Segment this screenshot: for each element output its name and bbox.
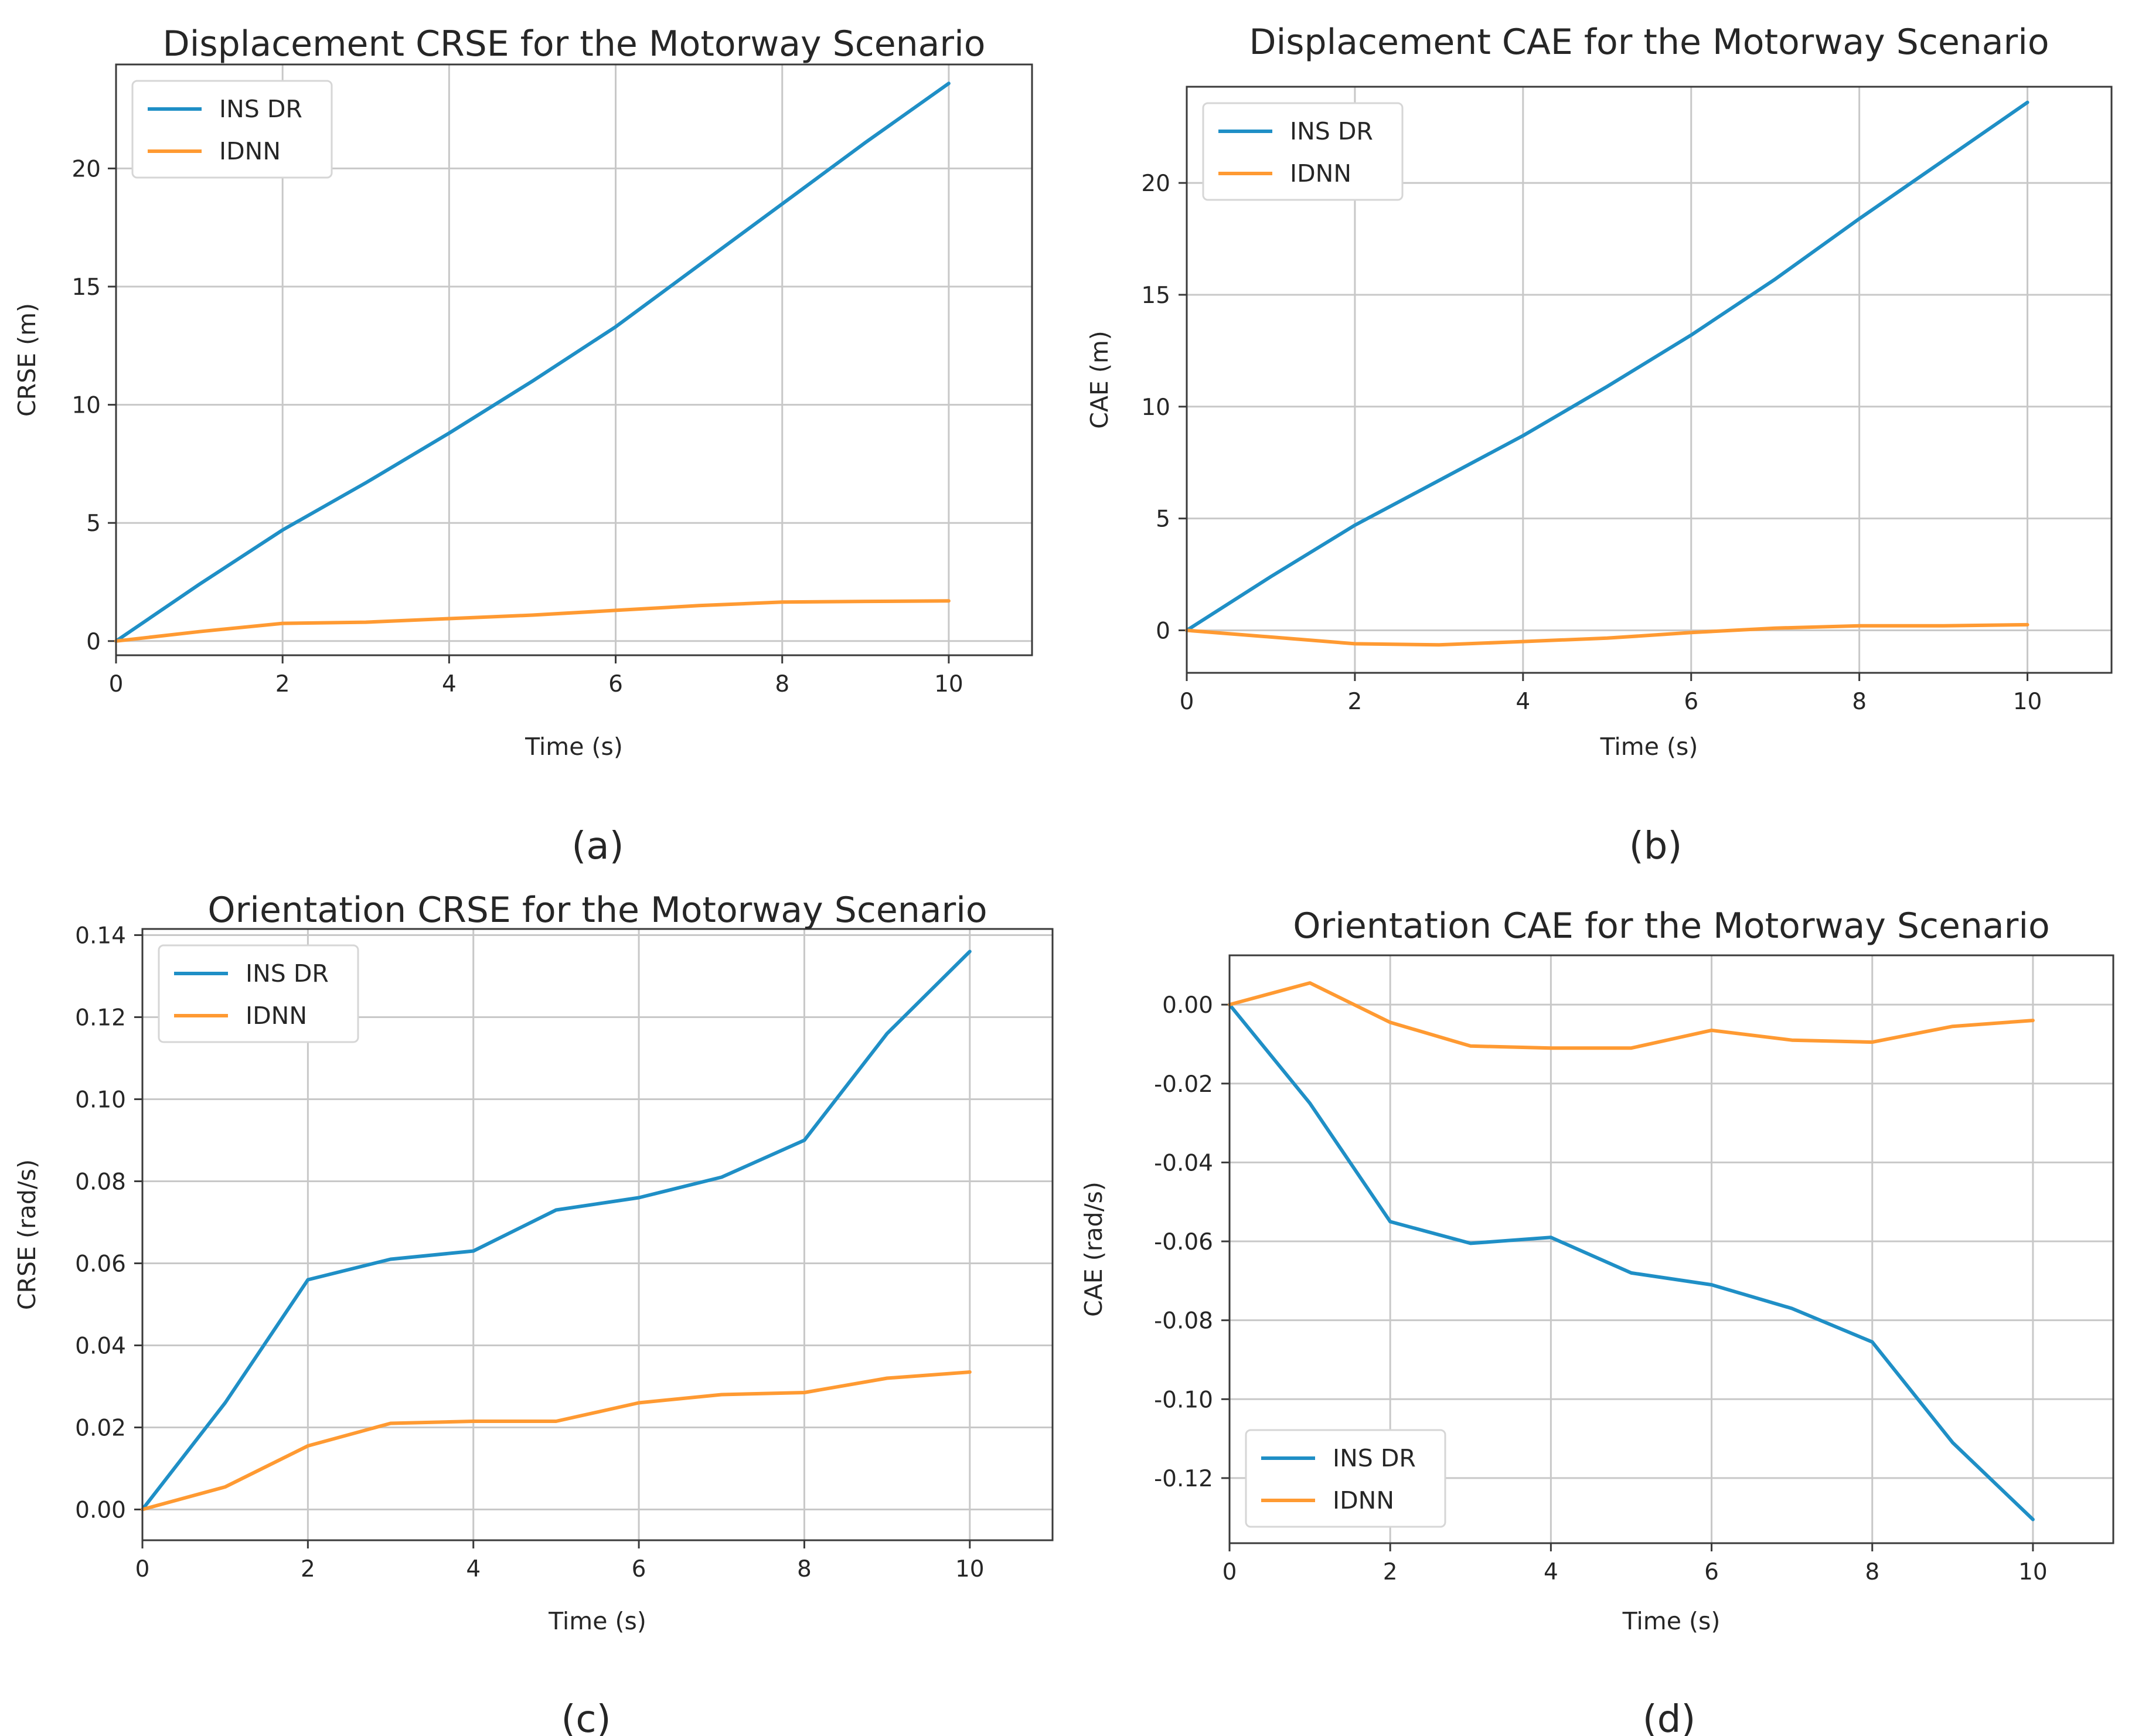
x-tick-label: 2 [275, 671, 290, 697]
y-tick-label: 20 [71, 156, 101, 182]
chart-title: Orientation CRSE for the Motorway Scenar… [207, 890, 987, 931]
y-tick-label: -0.08 [1154, 1308, 1213, 1335]
x-tick-label: 6 [632, 1556, 646, 1582]
y-tick-label: 20 [1141, 171, 1170, 197]
x-tick-label: 6 [1684, 689, 1698, 715]
legend: INS DR IDNN [1202, 102, 1404, 201]
y-tick-label: 0.00 [75, 1497, 126, 1524]
y-tick-label: 0.02 [75, 1415, 126, 1442]
x-tick-label: 10 [2013, 689, 2042, 715]
legend-box [1202, 102, 1404, 201]
chart-a: 0 2 4 6 8 10 0 5 10 15 20 INS DR IDNN Displacement CR… [13, 23, 1033, 868]
y-axis-label: CAE (m) [1085, 331, 1113, 429]
subfigure-caption: (a) [571, 825, 624, 868]
y-tick-label: -0.02 [1154, 1071, 1213, 1098]
y-tick-label: 10 [1141, 394, 1170, 421]
y-tick-label: 0.12 [75, 1005, 126, 1032]
series-line-ins-dr [1228, 1003, 2035, 1521]
series-line-idnn [141, 1370, 972, 1512]
y-tick-label: 0.00 [1162, 992, 1213, 1019]
chart-title: Displacement CAE for the Motorway Scenar… [1249, 22, 2049, 63]
x-tick-label: 0 [135, 1556, 150, 1582]
y-axis-label: CRSE (m) [13, 303, 41, 417]
y-tick-label: 0 [86, 629, 101, 655]
series-line-idnn [1185, 622, 2029, 647]
legend-box [131, 80, 333, 179]
series-line-ins-dr [1185, 100, 2029, 632]
y-tick-label: 0.08 [75, 1169, 126, 1196]
x-axis-label: Time (s) [548, 1607, 646, 1635]
x-tick-label: 6 [1704, 1559, 1719, 1585]
plot-frame [1228, 954, 2114, 1544]
x-tick-label: 0 [1180, 689, 1194, 715]
series-line-ins-dr [114, 81, 951, 643]
y-tick-label: -0.06 [1154, 1229, 1213, 1255]
chart-b: 0 2 4 6 8 10 0 5 10 15 20 INS DR IDNN Displacement CA… [1085, 22, 2113, 868]
chart-title: Orientation CAE for the Motorway Scenari… [1293, 906, 2049, 947]
x-tick-label: 2 [1383, 1559, 1398, 1585]
y-tick-label: 5 [1156, 506, 1170, 533]
subfigure-caption: (c) [561, 1698, 611, 1736]
legend: INS DR IDNN [158, 944, 359, 1043]
legend-label: IDNN [1333, 1486, 1394, 1514]
chart-title: Displacement CRSE for the Motorway Scena… [163, 23, 986, 64]
legend-label: INS DR [1290, 117, 1373, 145]
x-tick-label: 10 [2018, 1559, 2048, 1585]
legend-box [158, 944, 359, 1043]
x-tick-label: 8 [1865, 1559, 1879, 1585]
x-tick-label: 8 [775, 671, 789, 697]
legend: INS DR IDNN [1245, 1429, 1446, 1528]
x-tick-label: 4 [466, 1556, 481, 1582]
plot-frame [1186, 86, 2113, 674]
x-axis-label: Time (s) [1600, 733, 1698, 761]
x-axis-label: Time (s) [1622, 1607, 1721, 1635]
y-tick-label: -0.12 [1154, 1466, 1213, 1492]
x-tick-label: 0 [109, 671, 124, 697]
legend: INS DR IDNN [131, 80, 333, 179]
x-axis-label: Time (s) [525, 733, 623, 761]
legend-label: IDNN [246, 1002, 307, 1030]
legend-label: IDNN [1290, 159, 1351, 188]
x-tick-label: 10 [955, 1556, 985, 1582]
y-axis-label: CAE (rad/s) [1079, 1182, 1108, 1317]
x-tick-label: 4 [1544, 1559, 1558, 1585]
y-tick-label: -0.10 [1154, 1387, 1213, 1413]
y-tick-label: 15 [1141, 282, 1170, 309]
plot-frame [115, 63, 1033, 656]
x-tick-label: 2 [1347, 689, 1362, 715]
x-tick-label: 8 [797, 1556, 812, 1582]
x-tick-label: 6 [608, 671, 623, 697]
series-line-ins-dr [141, 949, 972, 1512]
y-tick-label: 10 [71, 393, 101, 419]
legend-label: INS DR [1333, 1444, 1416, 1472]
x-tick-label: 4 [1516, 689, 1530, 715]
chart-d: 0 2 4 6 8 10 -0.12 -0.10 -0.08 -0.06 -0.04 -0.02 0.0… [1079, 906, 2114, 1736]
y-axis-label: CRSE (rad/s) [13, 1159, 41, 1310]
series-line-idnn [114, 599, 951, 643]
legend-label: INS DR [246, 959, 329, 988]
y-tick-label: 0.10 [75, 1087, 126, 1114]
subfigure-caption: (b) [1629, 825, 1683, 868]
legend-label: IDNN [219, 137, 281, 165]
legend-label: INS DR [219, 95, 302, 123]
x-tick-label: 10 [934, 671, 963, 697]
y-tick-label: 0 [1156, 618, 1170, 644]
chart-c: 0 2 4 6 8 10 0.00 0.02 0.04 0.06 0.08 0.10 0.12 0.14 I… [13, 890, 1054, 1736]
y-tick-label: 15 [71, 274, 101, 301]
x-tick-label: 0 [1222, 1559, 1237, 1585]
plot-frame [141, 928, 1054, 1541]
x-tick-label: 8 [1852, 689, 1867, 715]
y-tick-label: 5 [86, 510, 101, 537]
subfigure-caption: (d) [1643, 1698, 1696, 1736]
y-tick-label: 0.14 [75, 923, 126, 949]
x-tick-label: 4 [442, 671, 457, 697]
y-tick-label: 0.04 [75, 1333, 126, 1360]
y-tick-label: -0.04 [1154, 1150, 1213, 1176]
x-tick-label: 2 [301, 1556, 315, 1582]
legend-box [1245, 1429, 1446, 1528]
series-line-idnn [1228, 981, 2035, 1050]
y-tick-label: 0.06 [75, 1251, 126, 1278]
